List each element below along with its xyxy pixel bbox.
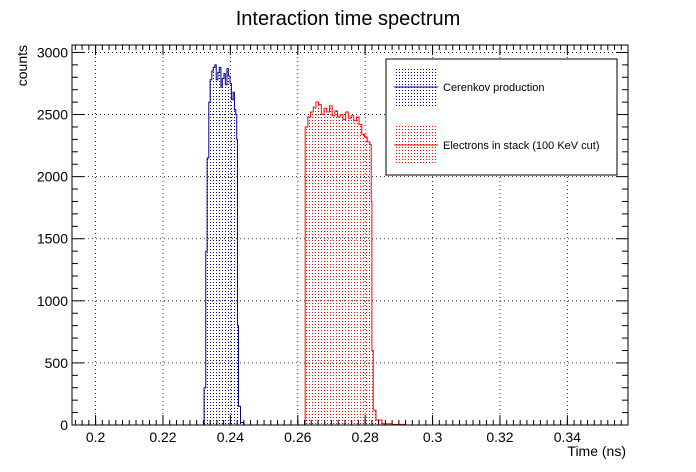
y-tick-label: 500 bbox=[45, 355, 69, 371]
series-line-electrons bbox=[303, 101, 407, 426]
x-tick-label: 0.24 bbox=[217, 429, 244, 445]
y-tick-label: 3000 bbox=[37, 44, 68, 60]
x-axis: 0.2 0.22 0.24 0.26 0.28 0.3 0.32 0.34 bbox=[74, 45, 622, 445]
y-axis-label: counts bbox=[14, 45, 30, 86]
legend-label: Electrons in stack (100 KeV cut) bbox=[443, 140, 600, 152]
y-tick-label: 1500 bbox=[37, 231, 68, 247]
series-fill-electrons bbox=[303, 102, 406, 426]
legend-label: Cerenkov production bbox=[443, 82, 545, 94]
x-tick-label: 0.2 bbox=[86, 429, 106, 445]
x-tick-label: 0.34 bbox=[554, 429, 581, 445]
chart-title: Interaction time spectrum bbox=[235, 8, 461, 30]
series-fill-cerenkov bbox=[202, 64, 244, 426]
y-tick-label: 0 bbox=[60, 417, 68, 433]
x-tick-label: 0.3 bbox=[423, 429, 443, 445]
legend: Cerenkov production Electrons in stack (1… bbox=[385, 58, 618, 176]
y-tick-label: 2500 bbox=[37, 107, 68, 123]
legend-entries: Cerenkov production Electrons in stack (1… bbox=[394, 67, 600, 165]
x-tick-label: 0.22 bbox=[149, 429, 176, 445]
x-tick-label: 0.26 bbox=[284, 429, 311, 445]
y-axis: 0 500 1000 1500 2000 2500 3000 bbox=[37, 44, 628, 433]
series-line-cerenkov bbox=[202, 64, 245, 426]
x-axis-label: Time (ns) bbox=[567, 443, 626, 459]
x-tick-label: 0.32 bbox=[486, 429, 513, 445]
y-tick-label: 2000 bbox=[37, 169, 68, 185]
y-tick-label: 1000 bbox=[37, 293, 68, 309]
x-tick-label: 0.28 bbox=[352, 429, 379, 445]
plot-frame bbox=[71, 44, 629, 426]
